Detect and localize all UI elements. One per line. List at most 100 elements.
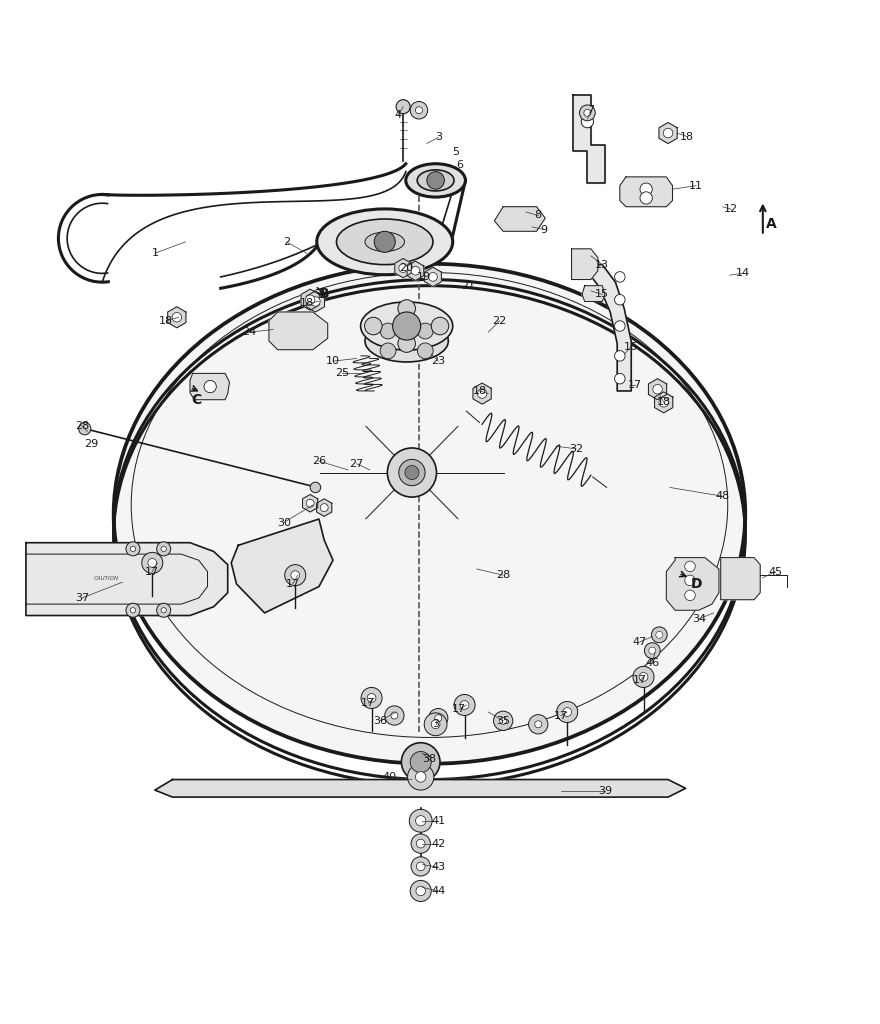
Circle shape <box>361 687 382 709</box>
Circle shape <box>172 312 181 322</box>
Circle shape <box>387 447 436 497</box>
Text: 6: 6 <box>456 160 463 170</box>
Text: 3: 3 <box>432 719 439 729</box>
Polygon shape <box>649 379 667 399</box>
Text: 30: 30 <box>277 517 291 527</box>
Text: 22: 22 <box>493 315 507 326</box>
Circle shape <box>427 172 444 189</box>
Polygon shape <box>407 261 424 281</box>
Polygon shape <box>620 177 672 207</box>
Circle shape <box>399 460 425 485</box>
Text: C: C <box>191 393 202 407</box>
Ellipse shape <box>406 164 466 197</box>
Polygon shape <box>425 267 442 287</box>
Circle shape <box>385 706 404 725</box>
Text: 27: 27 <box>349 459 363 469</box>
Text: B: B <box>319 288 329 301</box>
Circle shape <box>614 350 625 361</box>
Polygon shape <box>582 286 605 301</box>
Text: 3: 3 <box>435 132 442 142</box>
Circle shape <box>614 271 625 283</box>
Circle shape <box>364 317 382 335</box>
Polygon shape <box>572 249 598 280</box>
Text: 43: 43 <box>431 862 445 872</box>
Circle shape <box>653 384 663 394</box>
Text: 17: 17 <box>633 676 647 685</box>
Circle shape <box>435 715 442 722</box>
Text: 44: 44 <box>431 886 445 896</box>
Polygon shape <box>317 499 332 516</box>
Text: 26: 26 <box>312 456 326 466</box>
Circle shape <box>431 317 449 335</box>
Circle shape <box>614 295 625 305</box>
Text: 18: 18 <box>159 315 173 326</box>
Circle shape <box>142 552 163 573</box>
Text: 7: 7 <box>587 105 595 116</box>
Text: 18: 18 <box>656 397 671 408</box>
Circle shape <box>633 667 654 687</box>
Circle shape <box>529 715 548 734</box>
Text: 21: 21 <box>461 281 475 291</box>
Circle shape <box>417 343 433 358</box>
Text: 41: 41 <box>431 816 445 825</box>
Circle shape <box>410 881 431 901</box>
Circle shape <box>640 191 652 204</box>
Circle shape <box>685 590 695 601</box>
Circle shape <box>401 742 440 781</box>
Text: 17: 17 <box>361 698 375 709</box>
Circle shape <box>639 673 648 681</box>
Ellipse shape <box>317 209 452 274</box>
Circle shape <box>126 603 140 617</box>
Text: 13: 13 <box>595 260 609 269</box>
Circle shape <box>415 106 422 114</box>
Circle shape <box>291 570 300 580</box>
Circle shape <box>640 183 652 196</box>
Ellipse shape <box>114 264 745 764</box>
Circle shape <box>130 607 136 613</box>
Circle shape <box>405 466 419 479</box>
Ellipse shape <box>336 219 433 264</box>
Circle shape <box>148 558 157 567</box>
Text: 48: 48 <box>715 492 730 501</box>
Text: 45: 45 <box>768 566 782 577</box>
Polygon shape <box>395 258 412 278</box>
Circle shape <box>320 504 328 512</box>
Circle shape <box>396 99 410 114</box>
Circle shape <box>416 840 425 848</box>
Text: 1: 1 <box>151 248 158 258</box>
Circle shape <box>614 321 625 332</box>
Text: 29: 29 <box>84 438 98 449</box>
Text: 17: 17 <box>627 380 642 390</box>
Circle shape <box>161 546 166 552</box>
Text: 2: 2 <box>283 237 290 247</box>
Circle shape <box>411 834 430 853</box>
Circle shape <box>157 603 171 617</box>
Circle shape <box>535 721 542 728</box>
Polygon shape <box>231 519 333 613</box>
Text: 9: 9 <box>540 224 547 234</box>
Text: 5: 5 <box>452 147 459 158</box>
Circle shape <box>454 694 475 716</box>
Text: 34: 34 <box>692 614 706 624</box>
Polygon shape <box>303 495 318 512</box>
Circle shape <box>656 632 663 638</box>
Circle shape <box>415 816 426 826</box>
Text: 17: 17 <box>452 705 466 715</box>
Circle shape <box>500 717 507 724</box>
Circle shape <box>581 116 593 128</box>
Text: 37: 37 <box>75 593 89 603</box>
Text: 18: 18 <box>680 131 694 141</box>
Circle shape <box>417 324 433 339</box>
Text: 32: 32 <box>568 443 583 454</box>
Polygon shape <box>155 779 686 797</box>
Circle shape <box>391 712 398 719</box>
Ellipse shape <box>417 170 454 190</box>
Text: 17: 17 <box>286 579 300 589</box>
Text: 11: 11 <box>689 180 703 190</box>
Circle shape <box>614 374 625 384</box>
Circle shape <box>367 693 376 702</box>
Circle shape <box>392 312 421 340</box>
Circle shape <box>579 105 595 121</box>
Text: 14: 14 <box>736 268 750 279</box>
Polygon shape <box>721 558 760 600</box>
